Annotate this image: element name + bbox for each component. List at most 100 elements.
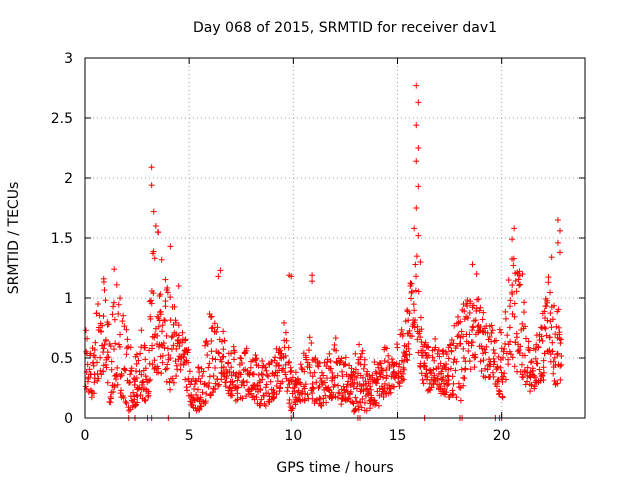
data-point: [287, 376, 294, 383]
data-point: [108, 366, 115, 373]
data-point: [422, 363, 429, 370]
data-point: [518, 361, 525, 368]
data-point: [443, 389, 450, 396]
data-point: [206, 373, 213, 380]
data-point: [302, 381, 309, 388]
data-point: [309, 380, 316, 387]
data-point: [186, 368, 193, 375]
data-point: [285, 344, 292, 351]
data-point: [540, 369, 547, 376]
data-point: [546, 334, 553, 341]
data-point: [167, 243, 174, 250]
data-point: [377, 360, 384, 367]
data-point: [461, 375, 468, 382]
data-point: [110, 303, 117, 310]
data-point: [479, 350, 486, 357]
data-point: [257, 400, 264, 407]
data-point: [418, 326, 425, 333]
data-point: [352, 394, 359, 401]
data-point: [348, 365, 355, 372]
data-point: [545, 274, 552, 281]
data-point: [509, 236, 516, 243]
data-point: [500, 373, 507, 380]
data-point: [554, 217, 561, 223]
data-point: [240, 378, 247, 385]
data-point: [97, 354, 104, 361]
data-point: [199, 389, 206, 396]
data-point: [243, 345, 250, 352]
data-point: [371, 359, 378, 366]
data-point: [273, 391, 280, 398]
data-point: [511, 363, 518, 370]
data-point: [390, 362, 397, 369]
data-point: [175, 332, 182, 339]
data-point: [103, 364, 110, 371]
data-point: [549, 339, 556, 346]
data-point: [324, 356, 331, 363]
data-point: [317, 375, 324, 382]
data-point: [185, 359, 192, 366]
chart-title: Day 068 of 2015, SRMTID for receiver dav…: [193, 20, 497, 36]
data-point: [298, 365, 305, 372]
data-point: [249, 385, 256, 392]
data-point: [216, 381, 223, 388]
data-point: [258, 370, 265, 377]
data-point: [282, 329, 289, 336]
data-point: [511, 225, 518, 232]
data-point: [496, 326, 503, 333]
data-point: [521, 299, 528, 306]
data-point: [351, 379, 358, 386]
data-point: [197, 403, 204, 410]
data-point: [292, 369, 299, 376]
data-point: [506, 348, 513, 355]
data-point: [241, 382, 248, 389]
data-point: [223, 366, 230, 373]
data-point: [208, 337, 215, 344]
data-point: [101, 341, 108, 348]
data-point: [367, 386, 374, 393]
data-point: [199, 372, 206, 379]
x-tick-label: 10: [284, 428, 302, 444]
data-point: [204, 341, 211, 348]
data-point: [306, 364, 313, 371]
data-point: [308, 340, 315, 347]
data-point: [108, 358, 115, 365]
data-point: [289, 374, 296, 381]
data-point: [540, 357, 547, 364]
data-point: [556, 329, 563, 336]
data-point: [457, 318, 464, 325]
data-point: [526, 347, 533, 354]
data-point: [228, 364, 235, 371]
data-point: [119, 318, 126, 325]
data-point: [423, 366, 430, 373]
data-point: [159, 352, 166, 359]
data-point: [149, 361, 156, 368]
data-point: [273, 382, 280, 389]
data-point: [142, 373, 149, 380]
data-point: [437, 385, 444, 392]
data-point: [486, 333, 493, 340]
data-point: [550, 370, 557, 377]
data-point: [410, 301, 417, 308]
data-point: [466, 358, 473, 365]
data-point: [341, 387, 348, 394]
data-point: [182, 336, 189, 343]
data-point: [501, 370, 508, 377]
data-point: [498, 369, 505, 376]
data-point: [438, 368, 445, 375]
data-point: [390, 383, 397, 390]
data-point: [328, 395, 335, 402]
data-point: [476, 307, 483, 314]
data-point: [469, 339, 476, 346]
data-point: [428, 384, 435, 391]
data-point: [270, 394, 277, 401]
data-point: [162, 303, 169, 310]
data-point: [558, 361, 565, 368]
data-point: [104, 321, 111, 328]
data-point: [335, 394, 342, 401]
data-point: [531, 374, 538, 381]
data-point: [216, 350, 223, 357]
data-point: [137, 350, 144, 357]
data-point: [221, 337, 228, 344]
data-point: [276, 384, 283, 391]
